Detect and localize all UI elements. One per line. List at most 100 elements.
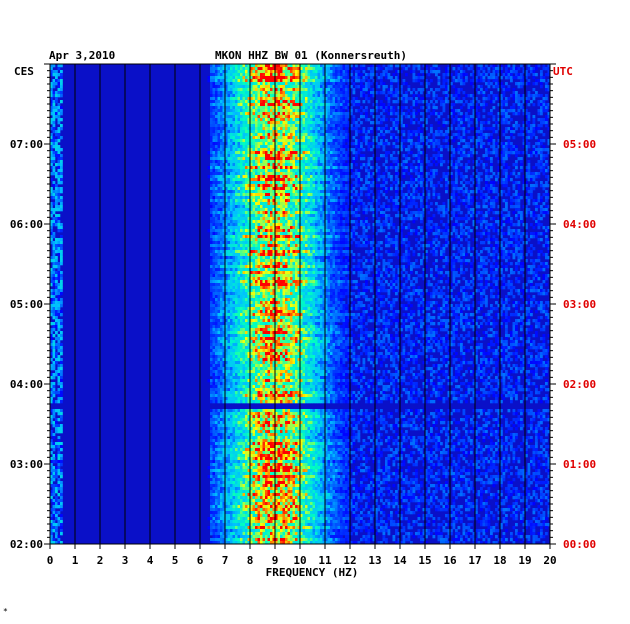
spectrogram-cell <box>247 85 251 89</box>
spectrogram-cell <box>342 184 346 188</box>
spectrogram-cell <box>270 103 273 107</box>
spectrogram-cell <box>292 169 296 173</box>
spectrogram-cell <box>265 205 268 209</box>
spectrogram-cell <box>295 136 298 140</box>
spectrogram-cell <box>397 187 401 191</box>
spectrogram-cell <box>487 178 491 182</box>
spectrogram-cell <box>407 151 411 155</box>
spectrogram-cell <box>370 73 373 77</box>
spectrogram-cell <box>407 190 411 194</box>
spectrogram-cell <box>307 139 311 143</box>
spectrogram-cell <box>312 64 316 68</box>
spectrogram-cell <box>540 121 543 125</box>
spectrogram-cell <box>305 79 308 83</box>
spectrogram-cell <box>287 136 291 140</box>
spectrogram-cell <box>310 145 313 149</box>
spectrogram-cell <box>442 121 446 125</box>
spectrogram-cell <box>342 133 346 137</box>
spectrogram-cell <box>300 130 303 134</box>
spectrogram-cell <box>347 64 351 68</box>
spectrogram-cell <box>395 160 398 164</box>
spectrogram-cell <box>282 73 286 77</box>
spectrogram-cell <box>287 163 291 167</box>
spectrogram-cell <box>365 106 368 110</box>
spectrogram-cell <box>252 208 256 212</box>
spectrogram-cell <box>515 70 518 74</box>
spectrogram-cell <box>292 88 296 92</box>
spectrogram-cell <box>345 172 348 176</box>
spectrogram-cell <box>210 70 213 74</box>
spectrogram-cell <box>220 76 223 80</box>
spectrogram-cell <box>60 79 63 83</box>
spectrogram-cell <box>330 145 333 149</box>
spectrogram-cell <box>440 148 443 152</box>
spectrogram-cell <box>420 139 423 143</box>
spectrogram-cell <box>315 127 318 131</box>
spectrogram-cell <box>287 184 291 188</box>
spectrogram-cell <box>482 76 486 80</box>
spectrogram-cell <box>210 115 213 119</box>
spectrogram-cell <box>307 169 311 173</box>
spectrogram-cell <box>427 106 431 110</box>
spectrogram-cell <box>310 178 313 182</box>
spectrogram-cell <box>547 73 551 77</box>
spectrogram-cell <box>250 196 253 200</box>
spectrogram-cell <box>530 94 533 98</box>
spectrogram-cell <box>320 124 323 128</box>
spectrogram-cell <box>232 127 236 131</box>
spectrogram-cell <box>445 175 448 179</box>
spectrogram-cell <box>300 112 303 116</box>
spectrogram-cell <box>282 94 286 98</box>
spectrogram-cell <box>52 154 56 158</box>
spectrogram-cell <box>415 142 418 146</box>
spectrogram-cell <box>375 82 378 86</box>
spectrogram-cell <box>497 85 501 89</box>
spectrogram-cell <box>387 112 391 116</box>
spectrogram-cell <box>332 169 336 173</box>
spectrogram-cell <box>302 202 306 206</box>
spectrogram-cell <box>255 142 258 146</box>
spectrogram-cell <box>255 193 258 197</box>
spectrogram-cell <box>262 88 266 92</box>
spectrogram-cell <box>350 163 353 167</box>
spectrogram-cell <box>427 178 431 182</box>
spectrogram-cell <box>57 106 61 110</box>
spectrogram-cell <box>477 130 481 134</box>
spectrogram-cell <box>287 181 291 185</box>
spectrogram-cell <box>450 163 453 167</box>
spectrogram-cell <box>290 193 293 197</box>
spectrogram-cell <box>267 160 271 164</box>
spectrogram-cell <box>370 67 373 71</box>
spectrogram-cell <box>475 205 478 209</box>
spectrogram-cell <box>432 160 436 164</box>
spectrogram-cell <box>532 76 536 80</box>
spectrogram-cell <box>502 103 506 107</box>
spectrogram-cell <box>262 145 266 149</box>
spectrogram-cell <box>215 64 218 68</box>
spectrogram-cell <box>457 190 461 194</box>
spectrogram-cell <box>500 193 503 197</box>
spectrogram-cell <box>450 109 453 113</box>
spectrogram-cell <box>317 208 321 212</box>
spectrogram-cell <box>467 67 471 71</box>
spectrogram-cell <box>50 160 53 164</box>
spectrogram-cell <box>272 88 276 92</box>
spectrogram-cell <box>282 145 286 149</box>
spectrogram-cell <box>450 124 453 128</box>
spectrogram-cell <box>215 154 218 158</box>
spectrogram-cell <box>255 85 258 89</box>
spectrogram-cell <box>295 127 298 131</box>
spectrogram-cell <box>287 193 291 197</box>
spectrogram-cell <box>332 73 336 77</box>
spectrogram-cell <box>382 145 386 149</box>
spectrogram-cell <box>525 145 528 149</box>
spectrogram-cell <box>330 160 333 164</box>
spectrogram-cell <box>402 145 406 149</box>
spectrogram-cell <box>457 94 461 98</box>
spectrogram-cell <box>282 166 286 170</box>
spectrogram-cell <box>437 205 441 209</box>
spectrogram-cell <box>295 145 298 149</box>
spectrogram-cell <box>242 139 246 143</box>
spectrogram-cell <box>237 112 241 116</box>
spectrogram-cell <box>337 136 341 140</box>
